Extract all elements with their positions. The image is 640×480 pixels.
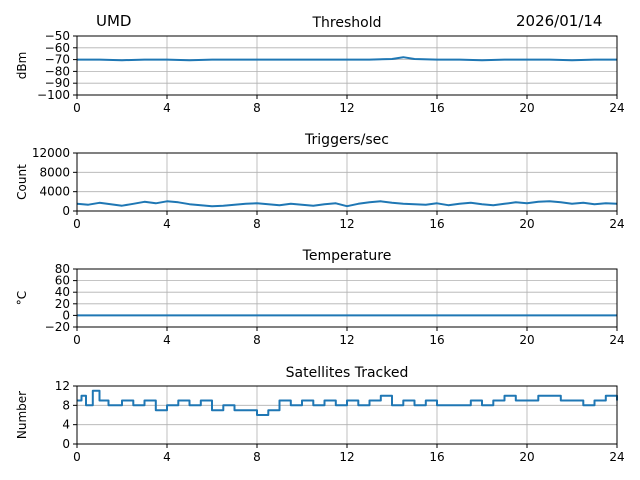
x-tick-label: 4 <box>163 450 171 464</box>
x-tick-label: 24 <box>609 450 624 464</box>
series-line <box>77 56 617 62</box>
panel-1: 0 4 8 12 16 20 24 −100−90−80−70−60−50 Threshold d… <box>15 15 625 115</box>
y-tick-label: −80 <box>45 64 70 78</box>
y-tick-label: 20 <box>55 297 70 311</box>
y-tick-label: −70 <box>45 53 70 67</box>
y-axis-label: dBm <box>15 52 29 80</box>
x-tick-label: 12 <box>339 217 354 231</box>
y-tick-label: 8 <box>62 398 70 412</box>
x-tick-label: 0 <box>73 217 81 231</box>
y-tick-label: 80 <box>55 262 70 276</box>
y-tick-label: 40 <box>55 285 70 299</box>
y-tick-label: 0 <box>62 308 70 322</box>
x-tick-label: 0 <box>73 333 81 347</box>
y-tick-label: 0 <box>62 437 70 451</box>
x-tick-label: 20 <box>519 217 534 231</box>
y-axis-label: °C <box>15 291 29 305</box>
x-tick-label: 12 <box>339 101 354 115</box>
x-tick-label: 20 <box>519 333 534 347</box>
y-tick-label: −50 <box>45 29 70 43</box>
x-tick-label: 24 <box>609 101 624 115</box>
x-tick-label: 20 <box>519 450 534 464</box>
x-tick-label: 8 <box>253 217 261 231</box>
x-tick-label: 24 <box>609 217 624 231</box>
panel-title: Triggers/sec <box>304 132 389 148</box>
x-tick-label: 4 <box>163 333 171 347</box>
y-axis-label: Count <box>15 164 29 200</box>
station-label: UMD <box>96 12 132 30</box>
y-tick-label: 4 <box>62 418 70 432</box>
panel-title: Threshold <box>312 15 382 31</box>
series-line <box>77 389 618 416</box>
panel-2: 0 4 8 12 16 20 24 0 4000 8000 12000 Triggers/sec Cou… <box>15 132 625 231</box>
x-tick-label: 4 <box>163 217 171 231</box>
panel-4: 0 4 8 12 16 20 24 0 4 8 12 Satellites Tracked Number <box>15 365 625 464</box>
x-tick-label: 20 <box>519 101 534 115</box>
y-tick-label: 8000 <box>39 165 70 179</box>
y-axis-label: Number <box>15 391 29 439</box>
y-tick-label: −90 <box>45 76 70 90</box>
series-line <box>76 200 618 208</box>
y-tick-label: 12 <box>55 379 70 393</box>
y-tick-label: 12000 <box>32 146 70 160</box>
x-tick-label: 16 <box>429 450 444 464</box>
x-tick-label: 16 <box>429 217 444 231</box>
date-label: 2026/01/14 <box>516 12 603 30</box>
x-tick-label: 8 <box>253 450 261 464</box>
x-tick-label: 16 <box>429 101 444 115</box>
x-tick-label: 8 <box>253 101 261 115</box>
y-tick-label: −20 <box>45 320 70 334</box>
x-tick-label: 12 <box>339 333 354 347</box>
x-tick-label: 4 <box>163 101 171 115</box>
x-tick-label: 0 <box>73 101 81 115</box>
x-tick-label: 16 <box>429 333 444 347</box>
y-tick-label: −100 <box>37 88 70 102</box>
x-tick-label: 24 <box>609 333 624 347</box>
x-tick-label: 12 <box>339 450 354 464</box>
y-tick-label: −60 <box>45 41 70 55</box>
x-tick-label: 0 <box>73 450 81 464</box>
y-tick-label: 60 <box>55 274 70 288</box>
y-tick-label: 0 <box>62 204 70 218</box>
x-tick-label: 8 <box>253 333 261 347</box>
y-tick-label: 4000 <box>39 185 70 199</box>
panel-title: Temperature <box>302 248 392 264</box>
panel-title: Satellites Tracked <box>286 365 409 381</box>
